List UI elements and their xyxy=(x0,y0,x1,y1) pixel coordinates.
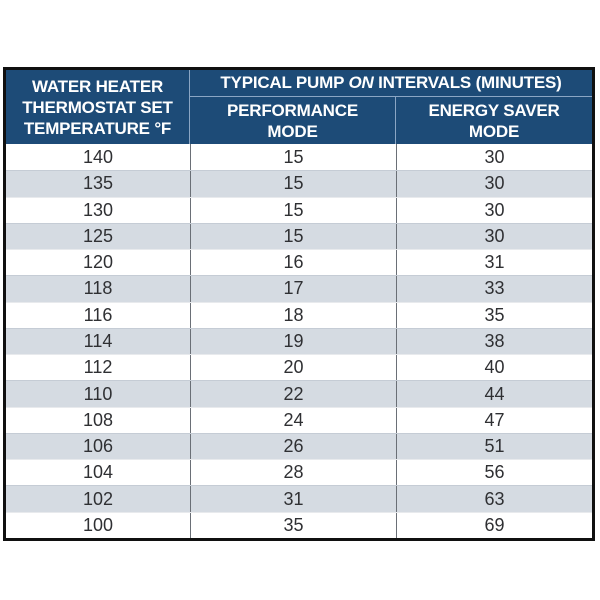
thermostat-temp-header: WATER HEATER THERMOSTAT SET TEMPERATURE … xyxy=(6,70,190,144)
temp-cell: 130 xyxy=(82,199,114,220)
table-row: 112 20 40 xyxy=(6,354,592,381)
performance-cell: 28 xyxy=(190,460,396,486)
temp-cell: 116 xyxy=(83,304,113,325)
intervals-title: TYPICAL PUMP ON INTERVALS (MINUTES) xyxy=(190,70,592,97)
energy-saver-cell: 47 xyxy=(396,407,592,433)
temp-cell: 104 xyxy=(82,462,114,483)
temp-cell: 110 xyxy=(83,383,113,404)
table-row: 114 19 38 xyxy=(6,327,592,355)
performance-cell: 31 xyxy=(190,486,396,512)
temp-cell: 140 xyxy=(82,146,114,167)
table-header: WATER HEATER THERMOSTAT SET TEMPERATURE … xyxy=(6,70,592,144)
temp-cell: 108 xyxy=(82,409,114,430)
table-row: 108 24 47 xyxy=(6,406,592,433)
performance-cell: 19 xyxy=(190,328,396,355)
temp-cell: 118 xyxy=(83,278,113,299)
pump-intervals-table: WATER HEATER THERMOSTAT SET TEMPERATURE … xyxy=(3,67,595,541)
energy-saver-cell: 44 xyxy=(396,381,592,407)
temp-cell: 135 xyxy=(82,173,114,194)
energy-saver-cell: 30 xyxy=(396,197,592,223)
thermostat-header-line: THERMOSTAT SET xyxy=(22,97,173,117)
temp-cell: 120 xyxy=(82,252,114,273)
temp-cell: 102 xyxy=(82,488,114,509)
temp-cell: 100 xyxy=(82,514,114,535)
performance-cell: 35 xyxy=(190,512,396,538)
performance-cell: 15 xyxy=(190,223,396,250)
performance-cell: 18 xyxy=(190,302,396,328)
energy-saver-cell: 40 xyxy=(396,355,592,381)
table-row: 116 18 35 xyxy=(6,301,592,328)
performance-cell: 15 xyxy=(190,197,396,223)
performance-cell: 17 xyxy=(190,276,396,302)
table-row: 130 15 30 xyxy=(6,196,592,223)
energy-saver-cell: 56 xyxy=(396,460,592,486)
performance-cell: 16 xyxy=(190,250,396,276)
performance-header-line: MODE xyxy=(267,121,318,141)
energy-saver-cell: 31 xyxy=(396,250,592,276)
intervals-header-group: TYPICAL PUMP ON INTERVALS (MINUTES) PERF… xyxy=(190,70,592,144)
energy-saver-mode-header: ENERGY SAVER MODE xyxy=(395,97,592,144)
performance-cell: 22 xyxy=(190,381,396,407)
table-row: 100 35 69 xyxy=(6,511,592,538)
table-row: 120 16 31 xyxy=(6,249,592,276)
table-body: 140 15 30 135 15 30 130 15 30 125 15 30 120 16 31 118 17… xyxy=(6,144,592,538)
temp-cell: 114 xyxy=(83,330,113,351)
performance-cell: 20 xyxy=(190,355,396,381)
table-row: 135 15 30 xyxy=(6,170,592,197)
table-row: 110 22 44 xyxy=(6,380,592,407)
thermostat-header-line: WATER HEATER xyxy=(31,76,164,96)
table-row: 140 15 30 xyxy=(6,144,592,171)
table-row: 125 15 30 xyxy=(6,222,592,250)
intervals-title-on: ON xyxy=(348,73,374,92)
performance-cell: 24 xyxy=(190,407,396,433)
intervals-title-pre: TYPICAL PUMP xyxy=(220,73,349,92)
energy-saver-cell: 30 xyxy=(396,144,592,171)
performance-header-line: PERFORMANCE xyxy=(227,100,358,120)
thermostat-header-line: TEMPERATURE °F xyxy=(23,118,172,138)
temp-cell: 112 xyxy=(83,357,113,378)
intervals-title-post: INTERVALS (MINUTES) xyxy=(373,73,562,92)
energy-saver-cell: 35 xyxy=(396,302,592,328)
table-row: 118 17 33 xyxy=(6,275,592,302)
performance-mode-header: PERFORMANCE MODE xyxy=(190,97,395,144)
performance-cell: 15 xyxy=(190,144,396,171)
temp-cell: 106 xyxy=(82,436,114,457)
table-row: 102 31 63 xyxy=(6,485,592,512)
performance-cell: 15 xyxy=(190,171,396,197)
energy-saver-cell: 33 xyxy=(396,276,592,302)
energy-saver-cell: 69 xyxy=(396,512,592,538)
energy-saver-header-line: MODE xyxy=(468,121,520,141)
energy-saver-cell: 30 xyxy=(396,223,592,250)
mode-subheaders: PERFORMANCE MODE ENERGY SAVER MODE xyxy=(190,97,592,144)
energy-saver-cell: 38 xyxy=(396,328,592,355)
table-row: 106 26 51 xyxy=(6,432,592,460)
performance-cell: 26 xyxy=(190,433,396,460)
energy-saver-cell: 63 xyxy=(396,486,592,512)
energy-saver-cell: 51 xyxy=(396,433,592,460)
table-row: 104 28 56 xyxy=(6,459,592,486)
temp-cell: 125 xyxy=(82,225,114,246)
energy-saver-header-line: ENERGY SAVER xyxy=(428,100,560,120)
energy-saver-cell: 30 xyxy=(396,171,592,197)
